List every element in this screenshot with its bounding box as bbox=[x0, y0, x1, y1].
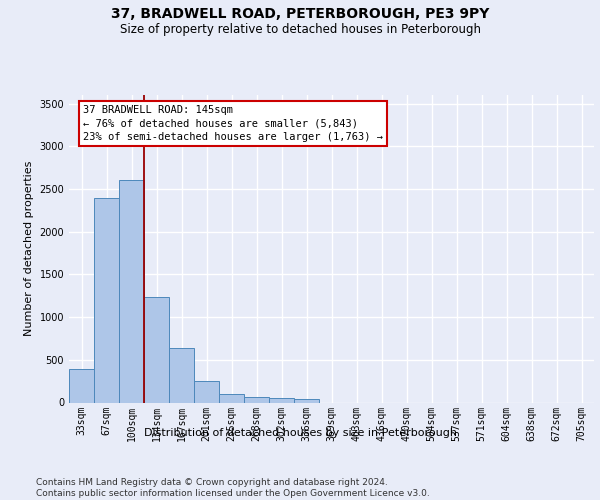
Text: 37 BRADWELL ROAD: 145sqm
← 76% of detached houses are smaller (5,843)
23% of sem: 37 BRADWELL ROAD: 145sqm ← 76% of detach… bbox=[83, 106, 383, 142]
Bar bbox=[119, 180, 144, 402]
Bar bbox=[144, 296, 169, 403]
Bar bbox=[269, 398, 294, 402]
Bar bbox=[169, 348, 194, 403]
Text: Distribution of detached houses by size in Peterborough: Distribution of detached houses by size … bbox=[143, 428, 457, 438]
Bar bbox=[294, 399, 319, 402]
Text: Size of property relative to detached houses in Peterborough: Size of property relative to detached ho… bbox=[119, 24, 481, 36]
Bar bbox=[244, 398, 269, 402]
Bar bbox=[94, 198, 119, 402]
Text: 37, BRADWELL ROAD, PETERBOROUGH, PE3 9PY: 37, BRADWELL ROAD, PETERBOROUGH, PE3 9PY bbox=[111, 8, 489, 22]
Y-axis label: Number of detached properties: Number of detached properties bbox=[24, 161, 34, 336]
Bar bbox=[219, 394, 244, 402]
Text: Contains HM Land Registry data © Crown copyright and database right 2024.
Contai: Contains HM Land Registry data © Crown c… bbox=[36, 478, 430, 498]
Bar bbox=[194, 380, 219, 402]
Bar bbox=[69, 369, 94, 402]
